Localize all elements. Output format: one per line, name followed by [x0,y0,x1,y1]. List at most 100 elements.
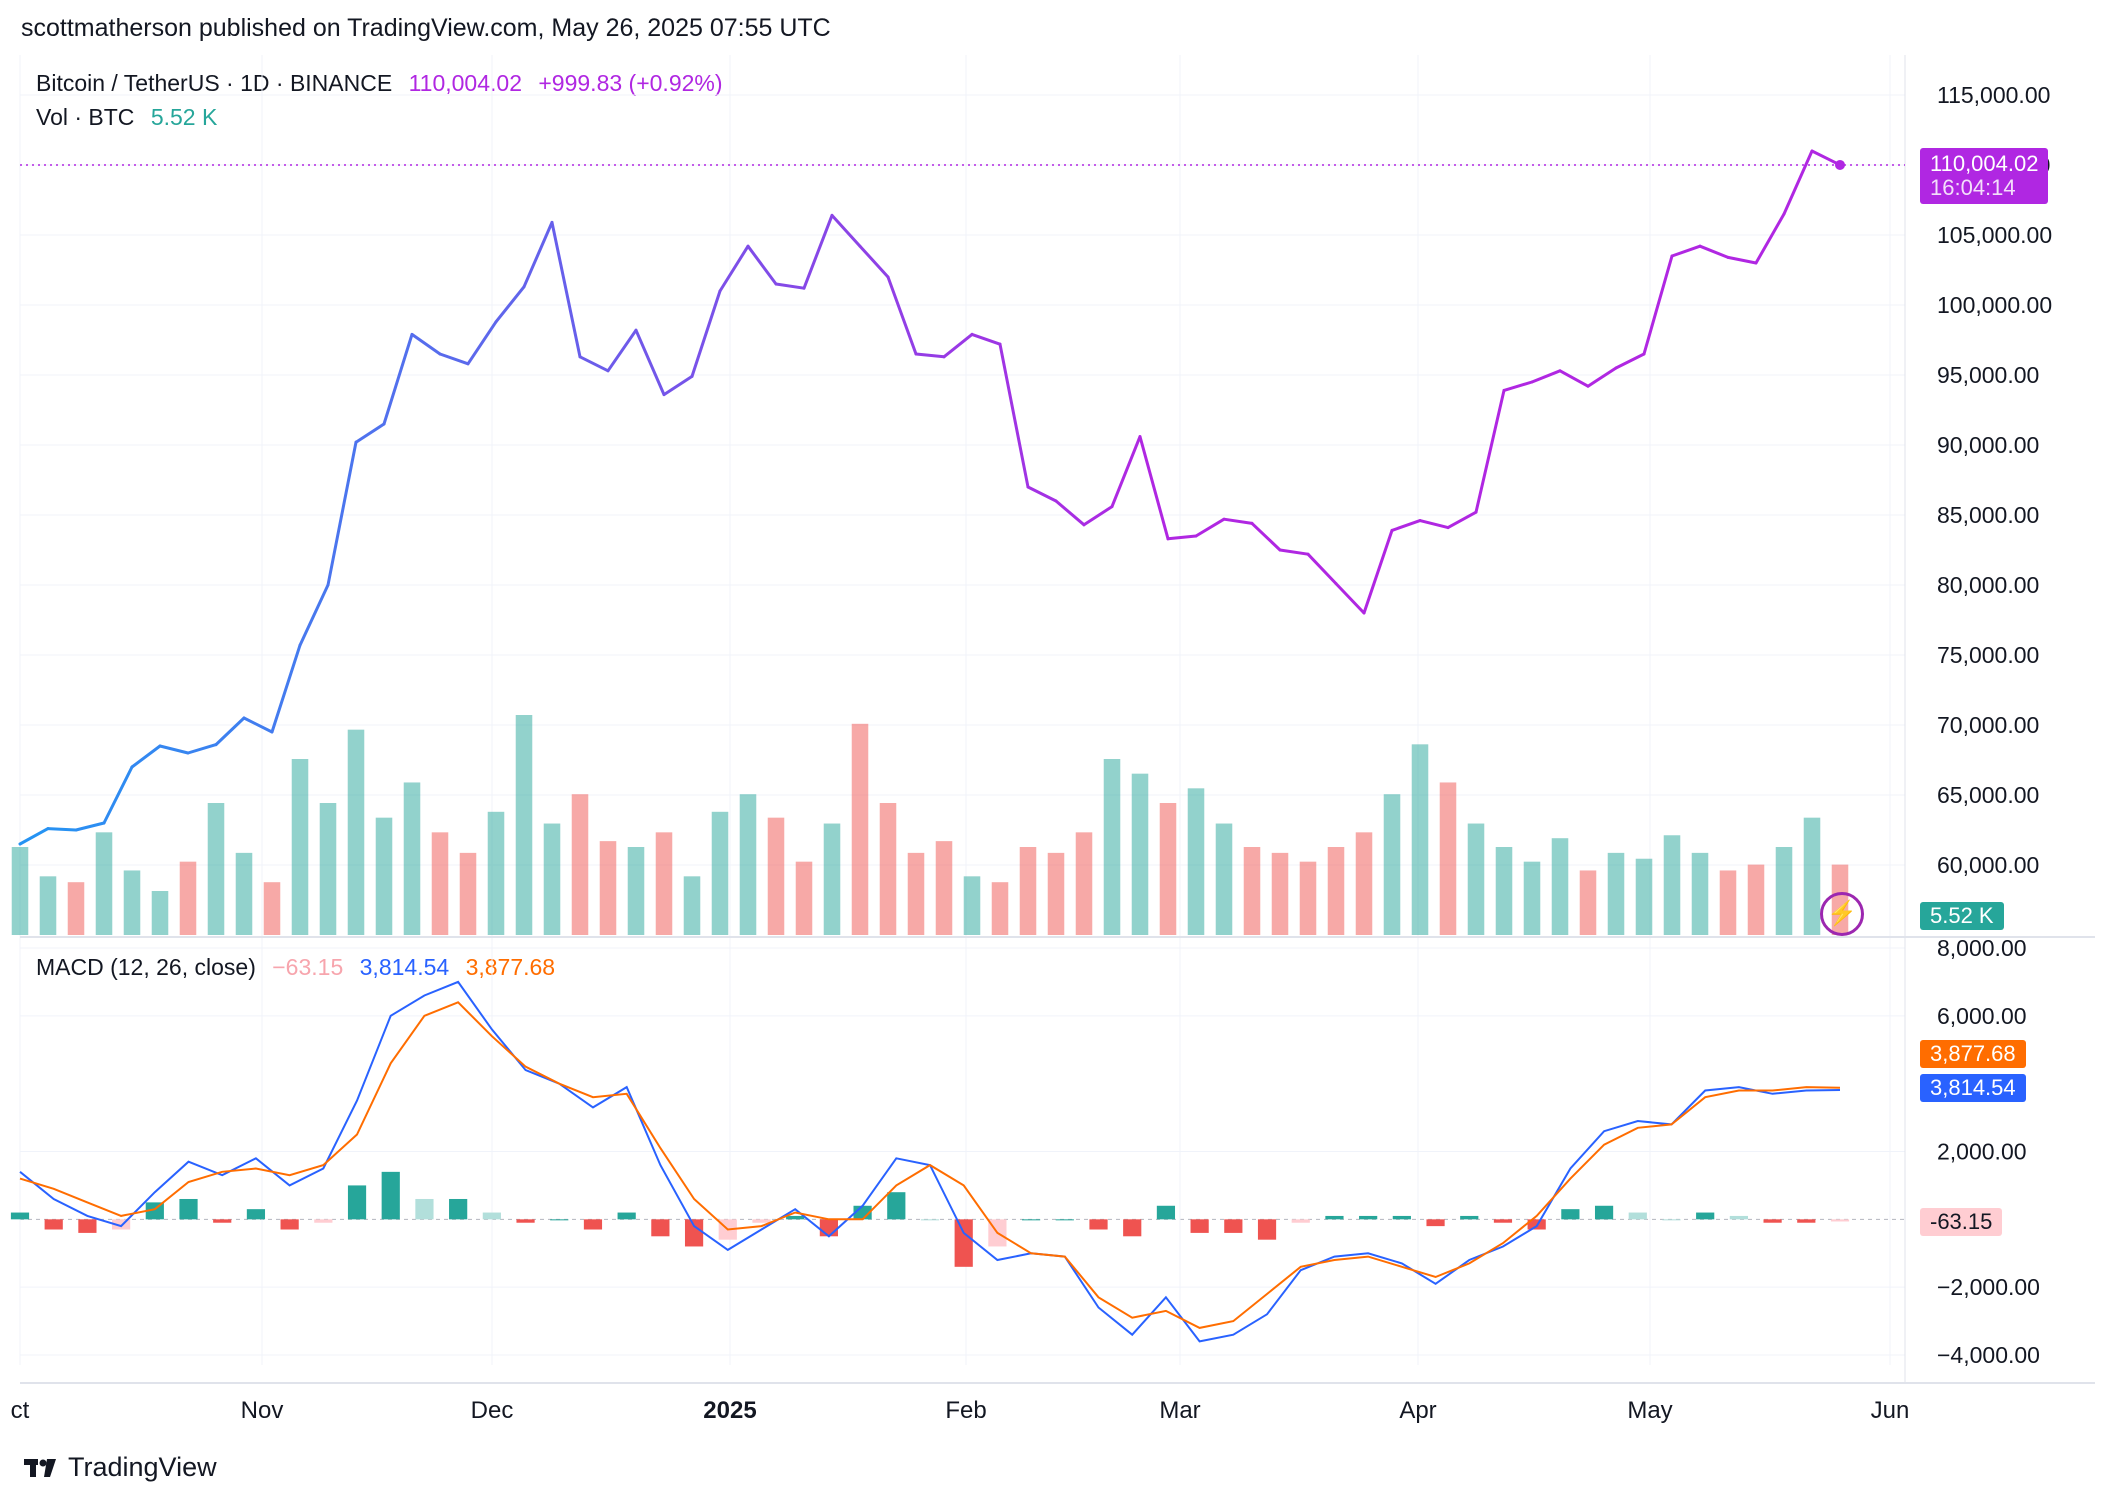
macd-hist-bar [1426,1219,1445,1227]
macd-hist-bar [1392,1215,1411,1220]
macd-hist-bar [1089,1219,1108,1230]
price-segment [102,765,134,825]
volume-bar [823,823,841,935]
volume-bar [1747,864,1765,935]
macd-lines [19,980,1841,1343]
volume-bar [179,861,197,935]
macd-tick-label: 2,000.00 [1937,1139,2027,1165]
macd-hist-bar [550,1219,569,1221]
price-segment [214,716,246,747]
volume-bar [515,715,533,935]
time-tick-label: 2025 [703,1397,756,1424]
macd-hist-bar [482,1212,501,1220]
price-segment [1586,366,1618,388]
volume-bar [1187,788,1205,935]
macd-hist-bar [1190,1219,1209,1233]
price-segment [1530,369,1562,384]
volume-bar [1271,852,1289,935]
volume-bar [1131,773,1149,935]
price-segment [942,332,974,359]
macd-hist-bar [1493,1219,1513,1223]
price-segment [718,244,750,293]
volume-bar [851,723,869,935]
volume-bar [1159,803,1177,935]
volume-bar [907,852,925,935]
time-tick-label: Mar [1159,1397,1200,1424]
volume-bar [571,794,589,935]
volume-bar [151,891,169,935]
volume-bar [431,832,449,935]
volume-bar [1215,823,1233,935]
price-tick-label: 85,000.00 [1937,502,2039,528]
price-segment [1306,552,1338,586]
volume-bar [39,876,57,935]
price-segment [858,244,890,279]
lightning-icon[interactable]: ⚡ [1820,892,1864,936]
macd-hist-bar [1291,1219,1310,1223]
macd-hist-bar [583,1219,603,1230]
time-tick-label: ct [11,1397,30,1424]
macd-hist-bar [954,1219,973,1267]
macd-hist-bar [1662,1219,1681,1221]
macd-hist-bar [179,1198,198,1220]
macd-label[interactable]: MACD (12, 26, close) [36,954,256,980]
volume-bar [291,759,309,935]
price-segment [522,220,554,289]
price-segment [18,827,50,846]
price-tick-label: 105,000.00 [1937,222,2052,248]
time-axis: ct Nov Dec 2025 Feb Mar Apr May Jun [11,1397,1910,1424]
time-tick-label: Dec [471,1397,514,1424]
price-tick-label: 115,000.00 [1937,82,2050,108]
price-segment [438,352,470,366]
price-segment [494,285,526,324]
macd-hist-bar [1055,1219,1074,1221]
price-tick-label: 90,000.00 [1937,432,2039,458]
volume-bar [235,852,253,935]
volume-bar [1523,861,1541,935]
volume-bar [1355,832,1373,935]
volume-bar [683,876,701,935]
volume-bar [1691,852,1709,935]
macd-hist-bar [1156,1205,1176,1220]
price-segment [746,244,778,286]
price-change: +999.83 (+0.92%) [538,70,723,96]
volume-bar [1019,847,1037,935]
price-line [18,149,1905,846]
signal-line [19,1001,1841,1329]
price-segment [1278,548,1310,556]
time-tick-label: Jun [1871,1397,1910,1424]
last-price-dot [1835,159,1845,170]
price-segment [1222,517,1254,525]
volume-bar [95,832,113,935]
volume-bar [207,803,225,935]
volume-bar [599,841,617,935]
price-segment [242,716,274,734]
time-tick-label: Feb [945,1397,986,1424]
symbol-title[interactable]: Bitcoin / TetherUS · 1D · BINANCE [36,70,393,96]
volume-label[interactable]: Vol · BTC [36,104,135,130]
macd-hist-bar [347,1185,367,1220]
volume-bar [879,803,897,935]
signal-tag: 3,877.68 [1920,1040,2026,1068]
price-segment [1026,485,1058,503]
price-tick-label: 80,000.00 [1937,572,2039,598]
macd-hist-bar [314,1219,333,1223]
volume-bar [319,803,337,935]
volume-bar [67,882,85,935]
time-tick-label: May [1627,1397,1672,1424]
macd-hist-value: −63.15 [272,954,344,980]
volume-bar [739,794,757,935]
price-segment [186,743,218,755]
macd-hist-bar [651,1219,670,1237]
macd-hist-bar [786,1215,805,1220]
price-segment [690,289,722,378]
tradingview-logo[interactable]: TradingView [24,1452,217,1483]
macd-hist-bar [1224,1219,1243,1233]
macd-hist-bar [752,1219,771,1223]
volume-bar [1579,870,1597,935]
volume-bar [963,876,981,935]
volume-bar [1383,794,1401,935]
price-segment [410,332,442,356]
volume-bar [1663,835,1681,935]
